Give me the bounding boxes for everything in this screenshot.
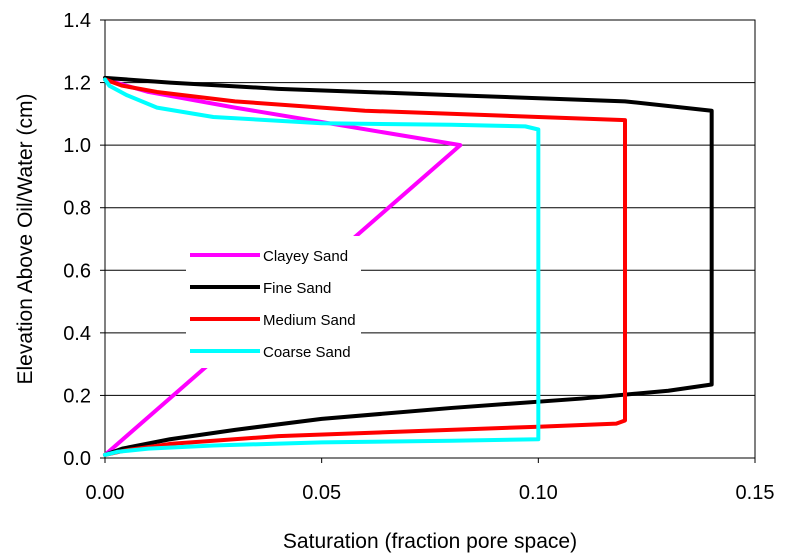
y-tick-label-6: 1.2	[63, 73, 91, 95]
y-tick-labels: 0.0 0.2 0.4 0.6 0.8 1.0 1.2 1.4	[63, 10, 91, 470]
x-tick-label-1: 0.05	[302, 482, 341, 504]
legend-label-medium-sand: Medium Sand	[263, 312, 356, 329]
y-tick-label-1: 0.2	[63, 385, 91, 407]
axes	[100, 19, 756, 463]
y-tick-label-4: 0.8	[63, 198, 91, 220]
series-line-medium-sand	[103, 77, 627, 457]
y-tick-label-0: 0.0	[63, 448, 91, 470]
x-tick-label-3: 0.15	[736, 482, 775, 504]
series-line-fine-sand	[103, 75, 714, 457]
x-tick-label-0: 0.00	[86, 482, 125, 504]
legend: Clayey Sand Fine Sand Medium Sand Coarse Sa…	[186, 236, 361, 368]
legend-background	[186, 236, 361, 368]
legend-label-fine-sand: Fine Sand	[263, 280, 331, 297]
x-tick-labels: 0.00 0.05 0.10 0.15	[86, 482, 775, 504]
legend-label-coarse-sand: Coarse Sand	[263, 344, 351, 361]
y-axis-title: Elevation Above Oil/Water (cm)	[14, 94, 37, 385]
y-tick-label-2: 0.4	[63, 323, 91, 345]
plot-area-border	[104, 19, 756, 459]
y-tick-label-5: 1.0	[63, 135, 91, 157]
y-tick-label-7: 1.4	[63, 10, 91, 32]
y-tick-label-3: 0.6	[63, 260, 91, 282]
series-line-coarse-sand	[103, 77, 541, 457]
x-tick-label-2: 0.10	[519, 482, 558, 504]
legend-label-clayey-sand: Clayey Sand	[263, 248, 348, 265]
x-axis-title: Saturation (fraction pore space)	[283, 530, 577, 553]
